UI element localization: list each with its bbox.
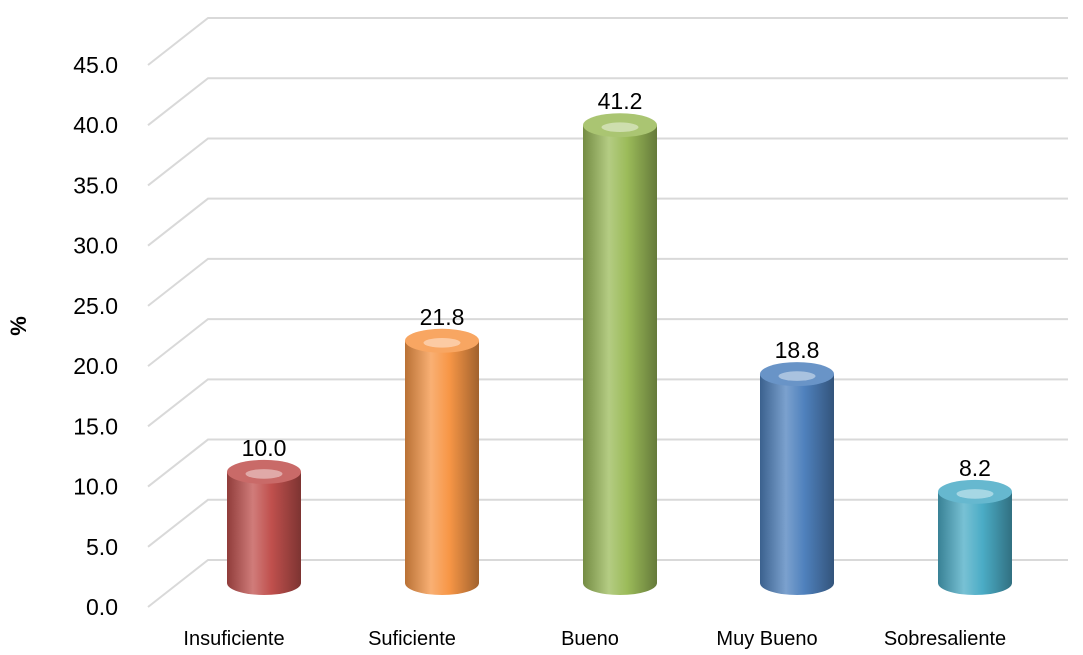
bar-suficiente xyxy=(405,340,479,595)
gridline xyxy=(147,257,1068,307)
data-label: 18.8 xyxy=(775,337,820,363)
gridline xyxy=(147,77,1068,127)
x-category-label: Suficiente xyxy=(368,628,456,650)
data-label: 8.2 xyxy=(959,455,991,481)
y-tick-label: 5.0 xyxy=(86,534,118,560)
bar-highlight xyxy=(423,337,461,348)
x-category-label: Bueno xyxy=(561,628,619,650)
y-tick-label: 35.0 xyxy=(73,172,118,198)
bar-highlight xyxy=(956,489,994,499)
y-axis-ticks: 0.0 5.0 10.0 15.0 20.0 25.0 30.0 35.0 40.0 45.0 xyxy=(73,52,118,620)
bar-muy-bueno xyxy=(760,374,834,595)
y-tick-label: 10.0 xyxy=(73,474,118,500)
data-label: 21.8 xyxy=(420,304,465,330)
bar-bueno xyxy=(583,125,657,595)
gridline xyxy=(147,318,1068,367)
bar-highlight xyxy=(601,122,639,133)
y-tick-label: 25.0 xyxy=(73,293,118,319)
gridline xyxy=(147,137,1068,187)
bar-highlight xyxy=(245,469,283,479)
data-label: 41.2 xyxy=(598,88,643,114)
bar-sobresaliente xyxy=(938,491,1012,595)
y-tick-label: 20.0 xyxy=(73,353,118,379)
x-category-label: Muy Bueno xyxy=(716,628,817,650)
y-tick-label: 15.0 xyxy=(73,413,118,439)
bar-highlight xyxy=(778,371,816,381)
x-category-label: Insuficiente xyxy=(183,628,284,650)
gridline xyxy=(147,197,1068,247)
y-tick-label: 0.0 xyxy=(86,594,118,620)
gridline xyxy=(147,17,1068,66)
x-category-label: Sobresaliente xyxy=(884,628,1006,650)
bar-insuficiente xyxy=(227,471,301,595)
x-axis-categories: Insuficiente Suficiente Bueno Muy Bueno Sobr… xyxy=(183,628,1006,650)
gridlines xyxy=(147,17,1068,608)
data-labels: 10.0 21.8 41.2 18.8 8.2 xyxy=(242,88,991,481)
data-label: 10.0 xyxy=(242,435,287,461)
bars xyxy=(227,113,1012,595)
y-tick-label: 40.0 xyxy=(73,112,118,138)
y-tick-label: 30.0 xyxy=(73,233,118,259)
y-axis-title: % xyxy=(6,316,31,336)
y-tick-label: 45.0 xyxy=(73,52,118,78)
